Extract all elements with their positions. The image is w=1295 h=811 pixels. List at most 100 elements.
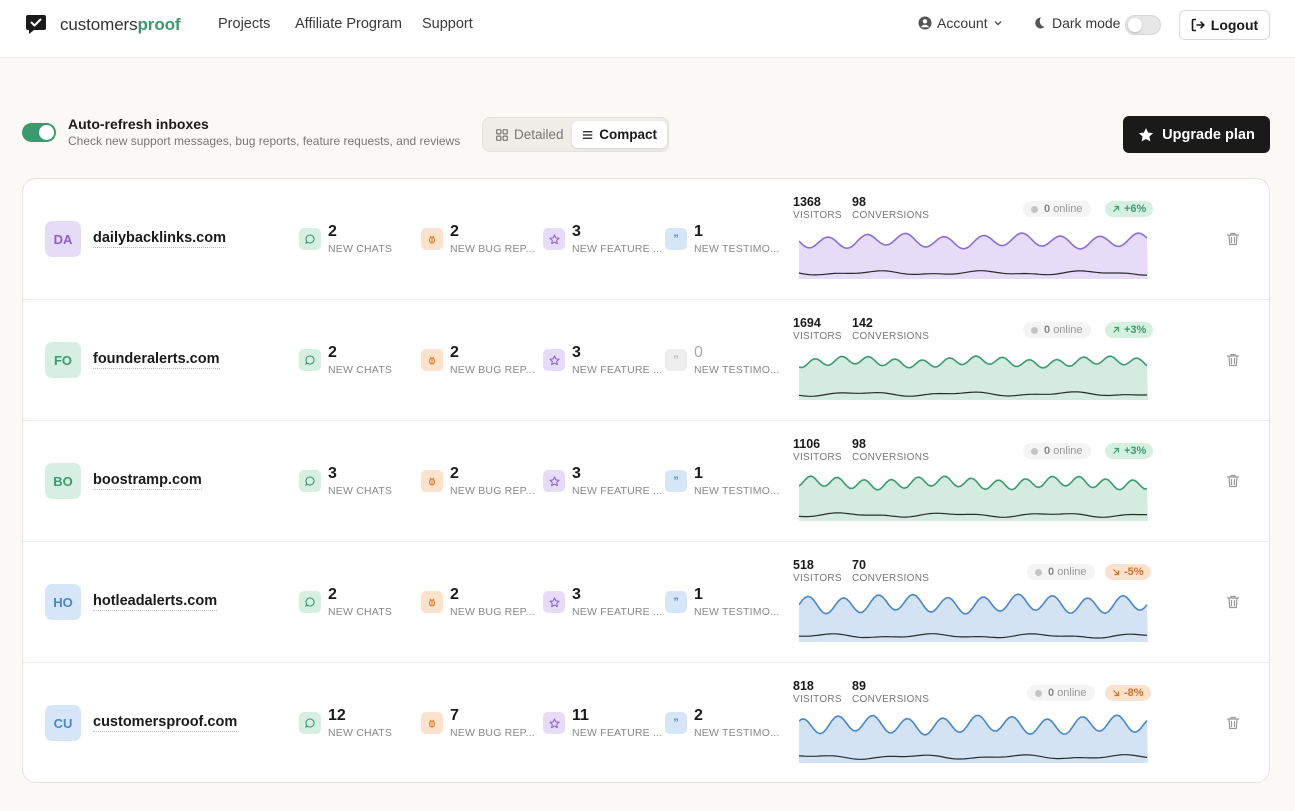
bug-icon [421,712,443,734]
trend-badge: -8% [1105,685,1151,701]
conversions-metric: 89 CONVERSIONS [852,679,929,705]
stat-chats-label: NEW CHATS [328,727,393,739]
visitors-metric: 818 VISITORS [793,679,842,705]
conversions-value: 70 [852,558,866,572]
project-avatar: FO [45,342,81,378]
stat-features-label: NEW FEATURE ... [572,606,663,618]
dark-mode-toggle[interactable] [1125,15,1161,35]
quote-icon: ” [665,349,687,371]
star-outline-icon [543,349,565,371]
trend-value: +6% [1124,203,1147,215]
account-menu[interactable]: Account [918,15,1003,31]
nav-affiliate-program[interactable]: Affiliate Program [295,16,402,32]
project-name-link[interactable]: customersproof.com [93,714,238,732]
upgrade-plan-label: Upgrade plan [1162,126,1255,143]
sparkline-area [799,715,1148,763]
brand-logo-icon[interactable] [25,13,47,35]
project-row[interactable]: BO boostramp.com 3 NEW CHATS 2 NEW BUG RE… [23,421,1269,542]
stat-bugs-label: NEW BUG REP... [450,606,535,618]
conversions-metric: 70 CONVERSIONS [852,558,929,584]
project-row[interactable]: HO hotleadalerts.com 2 NEW CHATS 2 NEW BU… [23,542,1269,663]
sparkline-conversions-line [799,391,1148,397]
grid-icon [496,128,508,141]
delete-project-icon[interactable] [1225,594,1241,610]
stat-testimonials-value: 0 [694,344,703,361]
upgrade-plan-button[interactable]: Upgrade plan [1123,116,1270,153]
stat-features-label: NEW FEATURE ... [572,485,663,497]
project-row[interactable]: DA dailybacklinks.com 2 NEW CHATS 2 NEW B… [23,179,1269,300]
online-badge: 0 online [1023,443,1091,459]
stat-bugs-value: 2 [450,223,459,240]
online-count: 0 [1048,687,1055,699]
visitors-value: 518 [793,558,814,572]
nav-projects[interactable]: Projects [218,16,271,32]
view-detailed-label: Detailed [514,127,564,142]
traffic-sparkline [799,714,1148,763]
project-name-link[interactable]: founderalerts.com [93,351,220,369]
account-label: Account [937,15,988,31]
project-list: DA dailybacklinks.com 2 NEW CHATS 2 NEW B… [22,178,1270,783]
view-compact-button[interactable]: Compact [572,121,667,148]
arrow-up-right-icon [1113,205,1120,212]
sparkline-area [799,356,1148,400]
sparkline-visitors-line [799,355,1148,369]
delete-project-icon[interactable] [1225,473,1241,489]
project-name-link[interactable]: dailybacklinks.com [93,230,226,248]
quote-icon: ” [665,228,687,250]
visitors-metric: 1694 VISITORS [793,316,842,342]
delete-project-icon[interactable] [1225,352,1241,368]
auto-refresh-toggle[interactable] [22,123,56,142]
visitors-label: VISITORS [793,452,842,463]
trend-value: +3% [1124,445,1147,457]
trend-badge: -5% [1105,564,1151,580]
traffic-sparkline [799,593,1148,642]
star-outline-icon [543,591,565,613]
conversions-label: CONVERSIONS [852,331,930,342]
delete-project-icon[interactable] [1225,715,1241,731]
logout-label: Logout [1210,17,1259,33]
view-mode-switcher: Detailed Compact [482,117,669,152]
star-icon [1139,127,1154,141]
view-detailed-button[interactable]: Detailed [486,121,574,148]
nav-support[interactable]: Support [422,16,473,32]
stat-bugs-value: 2 [450,344,459,361]
traffic-sparkline [799,355,1148,400]
project-row[interactable]: CU customersproof.com 12 NEW CHATS 7 NEW … [23,663,1269,782]
chat-bubble-icon [299,470,321,492]
stat-testimonials-value: 1 [694,465,703,482]
stat-features-value: 11 [572,707,589,724]
delete-project-icon[interactable] [1225,231,1241,247]
stat-testimonials-value: 1 [694,586,703,603]
stat-features-label: NEW FEATURE ... [572,243,663,255]
online-label: online [1053,445,1083,457]
stat-features-value: 3 [572,465,581,482]
chevron-down-icon [994,20,1002,26]
conversions-metric: 98 CONVERSIONS [852,437,929,463]
visitors-metric: 1368 VISITORS [793,195,842,221]
stat-chats-value: 3 [328,465,337,482]
sparkline-visitors-line [799,475,1148,491]
brand-name[interactable]: customersproof [60,15,181,34]
stat-chats-label: NEW CHATS [328,485,393,497]
sparkline-visitors-line [799,232,1148,250]
conversions-label: CONVERSIONS [852,694,930,705]
auto-refresh-title: Auto-refresh inboxes [68,116,209,132]
visitors-value: 818 [793,679,814,693]
conversions-value: 98 [852,437,866,451]
online-badge: 0 online [1027,564,1095,580]
stat-features-value: 3 [572,586,581,603]
traffic-sparkline [799,232,1148,279]
stat-features-value: 3 [572,223,581,240]
logout-button[interactable]: Logout [1179,10,1270,40]
project-name-link[interactable]: hotleadalerts.com [93,593,218,611]
trend-badge: +3% [1105,443,1154,459]
project-name-link[interactable]: boostramp.com [93,472,202,490]
visitors-metric: 1106 VISITORS [793,437,842,463]
arrow-down-right-icon [1113,569,1120,576]
stat-bugs-label: NEW BUG REP... [450,485,535,497]
project-row[interactable]: FO founderalerts.com 2 NEW CHATS 2 NEW BU… [23,300,1269,421]
stat-chats-value: 2 [328,586,337,603]
status-dot-icon [1035,689,1042,697]
visitors-value: 1694 [793,316,821,330]
visitors-value: 1368 [793,195,821,209]
